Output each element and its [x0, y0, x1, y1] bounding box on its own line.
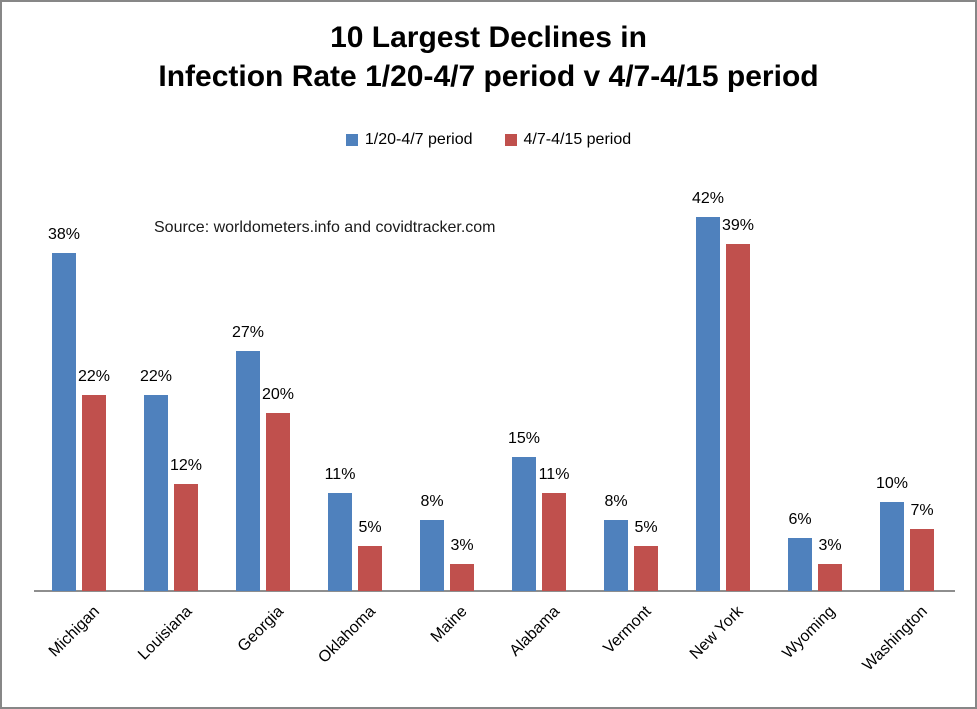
bar-4-7-4-15-period-maine — [450, 564, 474, 591]
bar-4-7-4-15-period-vermont — [634, 546, 658, 591]
x-axis-label: Oklahoma — [315, 603, 380, 667]
legend: 1/20-4/7 period 4/7-4/15 period — [2, 131, 975, 149]
bar-value-label: 11% — [324, 466, 356, 483]
legend-label-period2: 4/7-4/15 period — [523, 131, 632, 148]
bar-value-label: 22% — [139, 368, 173, 385]
chart-title-line1: 10 Largest Declines in — [330, 21, 647, 54]
bar-value-label: 3% — [450, 537, 474, 554]
bar-1-20-4-7-period-oklahoma — [328, 493, 352, 591]
bar-4-7-4-15-period-michigan — [82, 395, 106, 591]
source-note: Source: worldometers.info and covidtrack… — [154, 219, 496, 236]
bar-1-20-4-7-period-new-york — [696, 217, 720, 591]
bar-1-20-4-7-period-wyoming — [788, 538, 812, 591]
bar-value-label: 20% — [261, 386, 295, 403]
bar-value-label: 22% — [77, 368, 111, 385]
legend-label-period1: 1/20-4/7 period — [364, 131, 473, 148]
bar-value-label: 38% — [47, 226, 81, 243]
bar-4-7-4-15-period-louisiana — [174, 484, 198, 591]
x-axis-label: Washington — [859, 603, 932, 675]
x-axis-label: Louisiana — [134, 603, 196, 664]
bar-1-20-4-7-period-alabama — [512, 457, 536, 591]
bar-1-20-4-7-period-louisiana — [144, 395, 168, 591]
bar-value-label: 3% — [818, 537, 842, 554]
legend-item-period2: 4/7-4/15 period — [504, 131, 632, 149]
bar-value-label: 15% — [507, 430, 541, 447]
bar-value-label: 12% — [169, 457, 203, 474]
bar-value-label: 6% — [788, 511, 812, 528]
chart-title-line2: Infection Rate 1/20-4/7 period v 4/7-4/1… — [158, 60, 819, 93]
bar-1-20-4-7-period-georgia — [236, 351, 260, 591]
bar-value-label: 8% — [604, 493, 628, 510]
x-axis-label: Georgia — [234, 603, 288, 656]
bar-value-label: 5% — [358, 519, 382, 536]
bar-value-label: 5% — [634, 519, 658, 536]
x-axis-label: Alabama — [506, 603, 564, 660]
bar-1-20-4-7-period-vermont — [604, 520, 628, 591]
x-axis-label: Vermont — [600, 603, 656, 658]
x-axis-label: Maine — [428, 603, 472, 646]
x-axis-label: Wyoming — [779, 603, 840, 663]
x-axis-label: Michigan — [45, 603, 104, 661]
bar-value-label: 27% — [231, 324, 265, 341]
bar-1-20-4-7-period-maine — [420, 520, 444, 591]
legend-marker-period2-icon — [504, 134, 517, 146]
x-axis-line — [34, 590, 955, 592]
bar-4-7-4-15-period-new-york — [726, 244, 750, 591]
bar-value-label: 11% — [538, 466, 570, 483]
bar-4-7-4-15-period-alabama — [542, 493, 566, 591]
bar-value-label: 39% — [721, 217, 755, 234]
bar-4-7-4-15-period-oklahoma — [358, 546, 382, 591]
bar-1-20-4-7-period-washington — [880, 502, 904, 591]
legend-marker-period1-icon — [345, 134, 358, 146]
x-axis-label: New York — [687, 603, 748, 663]
bar-1-20-4-7-period-michigan — [52, 253, 76, 591]
chart-title: 10 Largest Declines in Infection Rate 1/… — [2, 18, 975, 96]
legend-item-period1: 1/20-4/7 period — [345, 131, 473, 149]
bar-value-label: 7% — [910, 502, 934, 519]
bar-value-label: 8% — [420, 493, 444, 510]
bar-4-7-4-15-period-georgia — [266, 413, 290, 591]
bar-4-7-4-15-period-washington — [910, 529, 934, 591]
bar-4-7-4-15-period-wyoming — [818, 564, 842, 591]
bar-value-label: 10% — [875, 475, 909, 492]
bar-value-label: 42% — [691, 190, 725, 207]
